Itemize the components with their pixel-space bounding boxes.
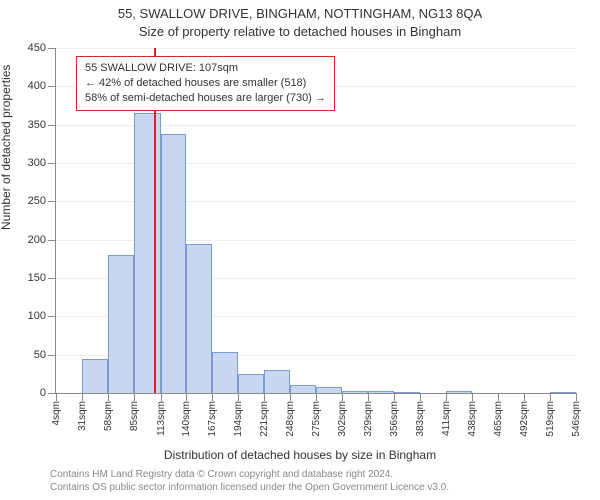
x-tick [420,393,421,401]
chart-title: 55, SWALLOW DRIVE, BINGHAM, NOTTINGHAM, … [0,6,600,21]
x-tick-label: 31sqm [77,401,88,431]
x-tick-label: 302sqm [337,401,348,437]
histogram-bar [108,255,134,393]
x-tick-label: 546sqm [571,401,582,437]
histogram-bar [238,374,264,393]
y-tick-label: 200 [28,234,46,246]
y-tick [48,163,56,164]
histogram-bar [186,244,212,394]
x-tick-label: 411sqm [441,401,452,436]
y-tick-label: 450 [28,42,46,54]
x-tick-label: 113sqm [156,401,167,436]
x-tick [472,393,473,401]
histogram-bar [316,387,342,393]
x-tick [576,393,577,401]
y-tick [48,86,56,87]
x-tick-label: 275sqm [311,401,322,437]
x-tick [290,393,291,401]
x-tick-label: 492sqm [519,401,530,437]
x-tick [161,393,162,401]
x-tick [264,393,265,401]
x-tick [238,393,239,401]
y-tick-label: 0 [40,387,46,399]
x-tick [446,393,447,401]
y-tick [48,240,56,241]
x-tick [56,393,57,401]
histogram-bar [161,134,187,393]
y-tick-label: 50 [34,349,46,361]
y-tick-label: 150 [28,272,46,284]
histogram-bar [394,392,420,393]
chart-container: 55, SWALLOW DRIVE, BINGHAM, NOTTINGHAM, … [0,0,600,500]
y-tick-label: 350 [28,119,46,131]
plot-area: 0501001502002503003504004504sqm31sqm58sq… [55,48,576,394]
histogram-bar [290,385,316,393]
y-tick [48,355,56,356]
x-tick [394,393,395,401]
x-tick-label: 383sqm [415,401,426,437]
x-tick-label: 519sqm [545,401,556,437]
y-tick-label: 400 [28,80,46,92]
y-tick [48,201,56,202]
footer-line: Contains OS public sector information li… [50,481,590,494]
x-tick-label: 4sqm [51,401,62,425]
y-tick [48,278,56,279]
histogram-bar [368,391,394,393]
gridline [56,48,576,49]
chart-subtitle: Size of property relative to detached ho… [0,24,600,39]
histogram-bar [550,392,576,393]
x-tick [212,393,213,401]
x-tick [368,393,369,401]
x-tick [108,393,109,401]
x-tick-label: 85sqm [129,401,140,431]
y-tick-label: 100 [28,310,46,322]
x-tick-label: 356sqm [389,401,400,437]
x-tick [524,393,525,401]
x-tick-label: 465sqm [493,401,504,437]
y-tick [48,48,56,49]
x-tick [82,393,83,401]
y-tick [48,125,56,126]
x-tick-label: 221sqm [259,401,270,437]
annotation-line: 58% of semi-detached houses are larger (… [85,91,326,106]
y-tick [48,316,56,317]
footer-line: Contains HM Land Registry data © Crown c… [50,468,590,481]
histogram-bar [264,370,290,393]
x-tick [342,393,343,401]
histogram-bar [134,113,161,393]
x-tick-label: 58sqm [103,401,114,431]
histogram-bar [82,359,108,394]
x-tick-label: 329sqm [363,401,374,437]
histogram-bar [446,391,472,393]
footer-attribution: Contains HM Land Registry data © Crown c… [50,468,590,494]
histogram-bar [342,391,368,393]
annotation-box: 55 SWALLOW DRIVE: 107sqm← 42% of detache… [76,56,335,111]
y-tick-label: 300 [28,157,46,169]
y-tick [48,393,56,394]
x-tick-label: 248sqm [285,401,296,437]
x-tick-label: 140sqm [181,401,192,437]
x-tick [186,393,187,401]
x-tick-label: 438sqm [467,401,478,437]
y-tick-label: 250 [28,195,46,207]
x-tick-label: 167sqm [207,401,218,437]
y-axis-label: Number of detached properties [0,65,13,230]
x-tick [550,393,551,401]
x-axis-label: Distribution of detached houses by size … [0,448,600,462]
x-tick [134,393,135,401]
histogram-bar [212,352,238,393]
annotation-line: ← 42% of detached houses are smaller (51… [85,76,326,91]
x-tick [316,393,317,401]
annotation-line: 55 SWALLOW DRIVE: 107sqm [85,61,326,76]
x-tick [498,393,499,401]
x-tick-label: 194sqm [233,401,244,437]
